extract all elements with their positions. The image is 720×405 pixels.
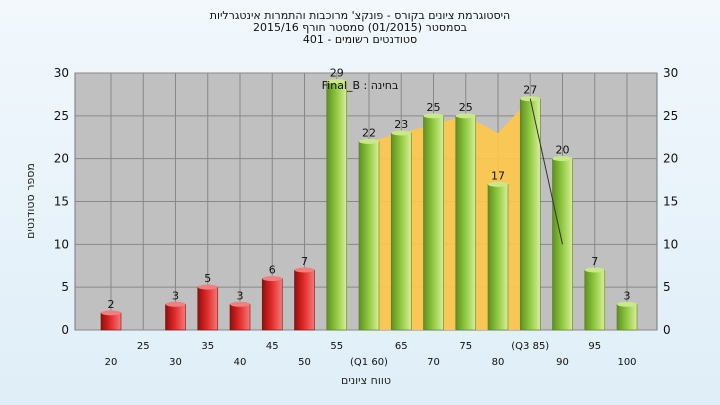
value-label: 2	[108, 298, 115, 311]
value-label: 7	[591, 255, 598, 268]
value-label: 5	[204, 272, 211, 285]
x-tick-upper: 65	[395, 341, 408, 352]
y-tick-right: 25	[663, 109, 678, 123]
value-label: 29	[330, 67, 344, 80]
value-label: 3	[624, 289, 631, 302]
bar	[326, 81, 348, 331]
x-tick-lower: 80	[492, 357, 505, 368]
bar	[519, 98, 541, 331]
y-tick-right: 5	[663, 280, 671, 294]
y-tick-right: 10	[663, 237, 678, 251]
bar-cap	[552, 156, 573, 162]
bar	[165, 303, 186, 331]
bar	[100, 312, 122, 331]
chart-subtitle-semester: בסמסטר (01/2015) סמסטר חורף 2015/16	[253, 21, 467, 34]
bar-cap	[584, 267, 605, 273]
bar	[358, 141, 380, 331]
x-tick-upper: 45	[266, 341, 279, 352]
x-tick-upper: 75	[459, 341, 472, 352]
y-tick-left: 5	[61, 280, 69, 294]
x-tick-upper: 95	[588, 341, 601, 352]
y-axis-title: מספר סטודנטים	[24, 163, 37, 239]
value-label: 25	[427, 101, 441, 114]
x-tick-lower: 20	[105, 357, 118, 368]
x-tick-lower: (Q1 60)	[350, 357, 388, 368]
value-label: 22	[362, 127, 376, 140]
bar	[455, 115, 477, 331]
value-label: 23	[394, 118, 408, 131]
value-label: 27	[523, 84, 537, 97]
bar-cap	[359, 139, 379, 145]
y-tick-left: 0	[61, 323, 69, 337]
chart-subtitle-students: סטודנטים רשומים - 401	[302, 33, 418, 46]
bar	[423, 115, 444, 331]
bar	[261, 278, 283, 331]
bar	[197, 286, 219, 331]
exam-annotation: Final_B : בחינה	[322, 79, 399, 92]
bar-cap	[230, 301, 250, 307]
x-tick-lower: 50	[298, 357, 311, 368]
value-label: 7	[301, 255, 308, 268]
bar-cap	[101, 310, 121, 316]
x-tick-lower: 90	[556, 357, 569, 368]
bar	[390, 132, 412, 331]
y-tick-right: 0	[663, 323, 671, 337]
x-tick-upper: (Q3 85)	[511, 341, 549, 352]
x-tick-lower: 40	[234, 357, 247, 368]
bar-cap	[326, 79, 347, 85]
y-tick-left: 10	[54, 237, 69, 251]
bar-cap	[455, 113, 476, 119]
y-tick-right: 20	[663, 152, 678, 166]
x-tick-lower: 30	[169, 357, 182, 368]
y-tick-left: 20	[54, 152, 69, 166]
bar-cap	[488, 181, 508, 187]
bar-cap	[617, 301, 637, 307]
bar-cap	[165, 301, 186, 307]
x-tick-upper: 25	[137, 341, 150, 352]
x-axis-title: טווח ציונים	[341, 374, 391, 387]
bar-cap	[294, 267, 315, 273]
bar-cap	[423, 113, 444, 119]
chart-title: היסטוגרמת ציונים בקורס - פונקצ' מרוכבות …	[209, 9, 511, 22]
connector-line-segment	[529, 98, 563, 245]
value-label: 3	[237, 289, 244, 302]
bar-cap	[262, 276, 283, 282]
connector-line	[529, 98, 563, 245]
x-tick-upper: 35	[201, 341, 214, 352]
x-tick-upper: 55	[330, 341, 343, 352]
bar	[229, 303, 251, 331]
bars	[100, 79, 638, 331]
bar	[487, 184, 509, 331]
y-tick-right: 15	[663, 195, 678, 209]
x-tick-lower: 70	[427, 357, 440, 368]
bar	[616, 303, 638, 331]
value-label: 17	[491, 169, 505, 182]
value-label: 6	[269, 264, 276, 277]
y-tick-right: 30	[663, 66, 678, 80]
y-tick-left: 25	[54, 109, 69, 123]
bar	[294, 269, 315, 331]
y-tick-left: 15	[54, 195, 69, 209]
x-tick-lower: 100	[617, 357, 636, 368]
y-tick-left: 30	[54, 66, 69, 80]
bar	[584, 269, 606, 331]
bar	[552, 158, 573, 331]
bar-cap	[197, 284, 218, 290]
chart-header: היסטוגרמת ציונים בקורס - פונקצ' מרוכבות …	[0, 10, 720, 46]
bar-cap	[391, 130, 412, 136]
value-label: 25	[459, 101, 473, 114]
value-label: 3	[172, 289, 179, 302]
value-label: 20	[556, 144, 570, 157]
